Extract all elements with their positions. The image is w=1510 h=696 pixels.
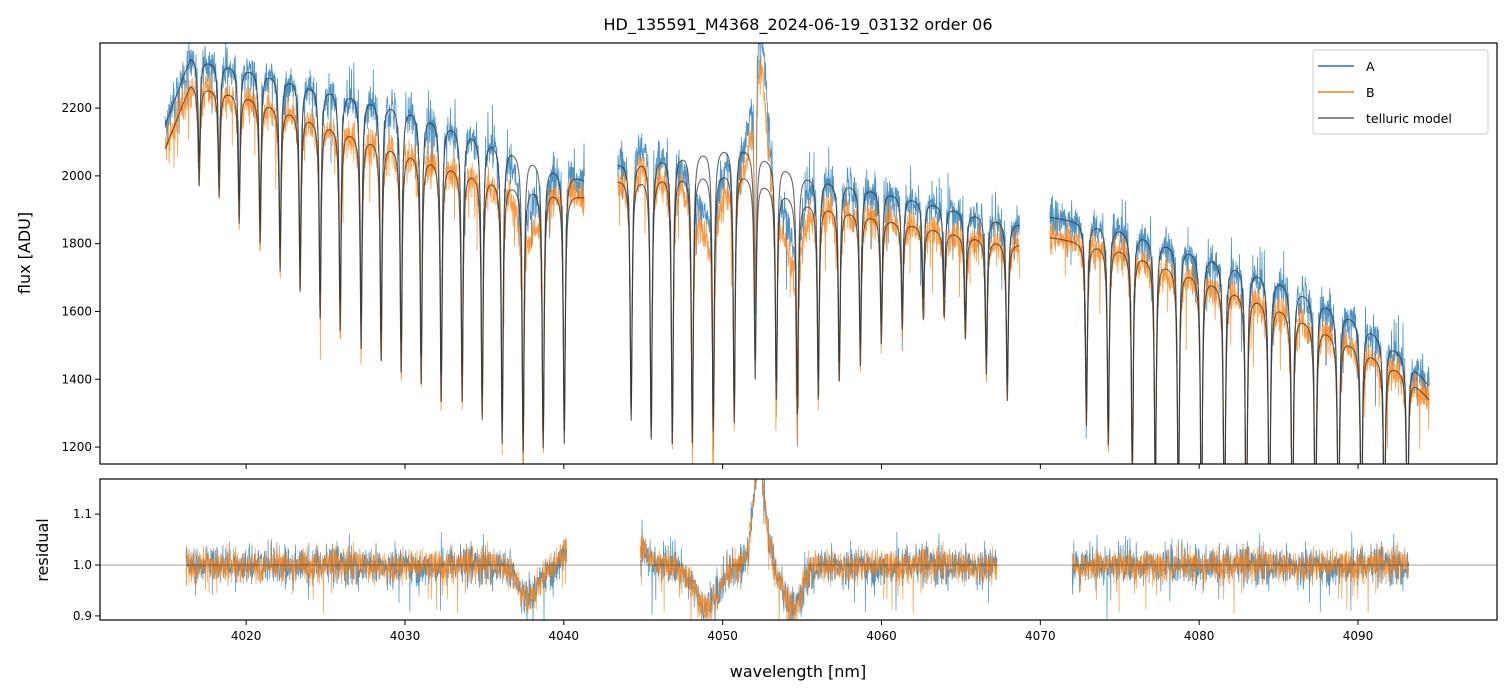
legend-label-model: telluric model xyxy=(1366,111,1452,126)
series-b-residual-segment-2 xyxy=(639,479,998,620)
residual-panel: 0.9 1.0 1.1 4020 4030 4040 4050 4060 4070 4080 40… xyxy=(33,478,1498,643)
telluric-model-a-segment-1 xyxy=(164,58,585,434)
y-tick-label: 1200 xyxy=(61,440,92,454)
series-b-residual-segment-3 xyxy=(1071,541,1410,614)
series-a-residual-segment-1 xyxy=(185,532,568,620)
y-tick-label: 1.0 xyxy=(73,558,92,572)
x-tick-label: 4020 xyxy=(231,629,262,643)
legend-label-b: B xyxy=(1366,85,1375,100)
y-tick-label: 1.1 xyxy=(73,507,92,521)
x-tick-label: 4030 xyxy=(390,629,421,643)
x-tick-label: 4080 xyxy=(1184,629,1215,643)
x-tick-label: 4040 xyxy=(549,629,580,643)
residual-axes-frame xyxy=(99,478,1498,621)
series-a-residual-segment-2 xyxy=(639,479,998,620)
residual-y-label: residual xyxy=(33,518,52,581)
y-tick-label: 1600 xyxy=(61,304,92,318)
y-tick-label: 2000 xyxy=(61,169,92,183)
series-b-flux-segment-1 xyxy=(164,70,585,464)
legend-label-a: A xyxy=(1366,59,1375,74)
flux-y-label: flux [ADU] xyxy=(15,212,34,294)
series-b-residual-segment-1 xyxy=(185,538,568,614)
telluric-model-b-segment-3 xyxy=(1049,237,1430,464)
x-tick-label: 4060 xyxy=(866,629,897,643)
telluric-model-a-segment-3 xyxy=(1049,216,1430,464)
series-a-flux-segment-3 xyxy=(1049,195,1430,464)
y-tick-label: 2200 xyxy=(61,101,92,115)
telluric-model-b-segment-1 xyxy=(164,85,585,453)
flux-panel: 1200 1400 1600 1800 2000 2200 flux [ADU] A B … xyxy=(15,42,1498,469)
x-axis-label: wavelength [nm] xyxy=(730,662,867,681)
flux-axes-frame xyxy=(99,42,1498,465)
x-tick-label: 4070 xyxy=(1025,629,1056,643)
y-tick-label: 1800 xyxy=(61,237,92,251)
legend: A B telluric model xyxy=(1312,49,1489,135)
series-b-flux-segment-2 xyxy=(617,55,1020,464)
x-tick-label: 4090 xyxy=(1343,629,1374,643)
chart-title: HD_135591_M4368_2024-06-19_03132 order 0… xyxy=(603,15,992,35)
y-tick-label: 0.9 xyxy=(73,609,92,623)
y-tick-label: 1400 xyxy=(61,372,92,386)
x-tick-label: 4050 xyxy=(707,629,738,643)
telluric-model-b-segment-2 xyxy=(617,177,1020,444)
series-a-flux-segment-1 xyxy=(164,43,585,464)
